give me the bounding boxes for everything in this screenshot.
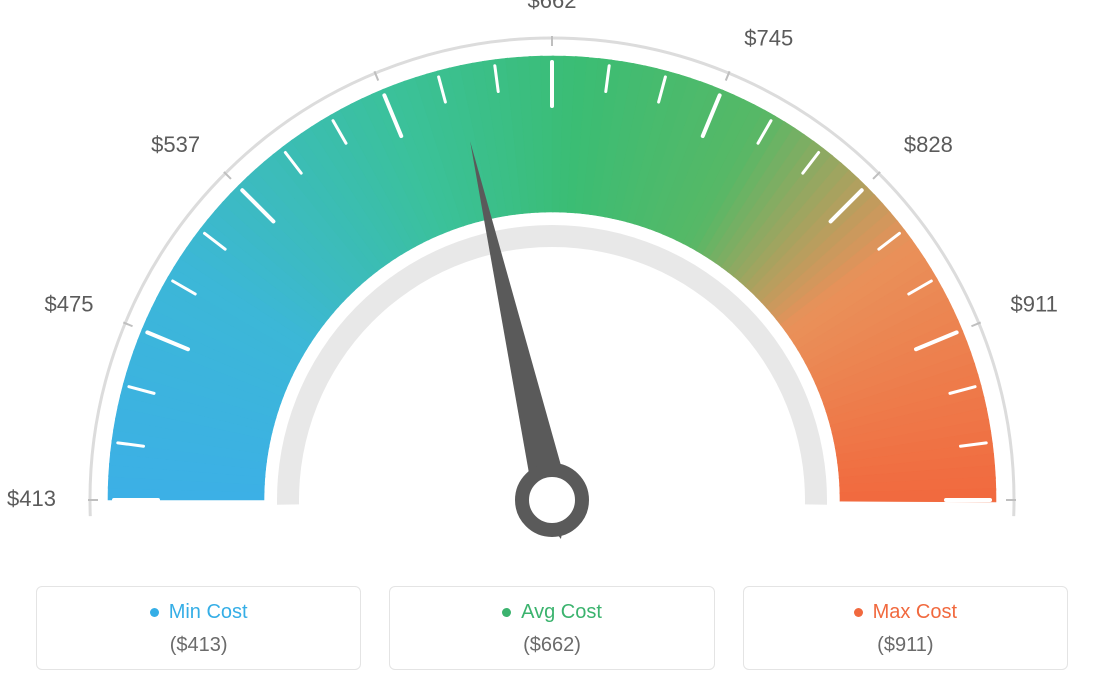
svg-text:$413: $413 [7, 486, 56, 511]
svg-text:$911: $911 [1011, 292, 1058, 317]
legend-dot-avg [502, 608, 511, 617]
svg-text:$662: $662 [528, 0, 577, 13]
legend-title-min: Min Cost [150, 601, 248, 624]
svg-text:$828: $828 [904, 132, 953, 157]
svg-text:$745: $745 [744, 25, 793, 50]
legend-card-min: Min Cost ($413) [36, 586, 361, 670]
cost-gauge-widget: $413 $475 $537 $662 $745 $828 $911 Min Cost ($… [0, 0, 1104, 690]
legend-label-avg: Avg Cost [521, 601, 602, 624]
gauge-area: $413 $475 $537 $662 $745 $828 $911 [0, 0, 1104, 560]
legend-title-max: Max Cost [854, 601, 957, 624]
legend-card-max: Max Cost ($911) [743, 586, 1068, 670]
legend-value-min: ($413) [47, 634, 350, 657]
legend-title-avg: Avg Cost [502, 601, 602, 624]
legend-dot-max [854, 608, 863, 617]
legend-card-avg: Avg Cost ($662) [389, 586, 714, 670]
gauge-chart: $413 $475 $537 $662 $745 $828 $911 [0, 0, 1104, 560]
legend-dot-min [150, 608, 159, 617]
svg-text:$537: $537 [151, 132, 200, 157]
legend-label-min: Min Cost [169, 601, 248, 624]
svg-text:$475: $475 [44, 292, 93, 317]
legend-value-max: ($911) [754, 634, 1057, 657]
legend-value-avg: ($662) [400, 634, 703, 657]
legend-label-max: Max Cost [873, 601, 957, 624]
legend-row: Min Cost ($413) Avg Cost ($662) Max Cost… [0, 586, 1104, 670]
